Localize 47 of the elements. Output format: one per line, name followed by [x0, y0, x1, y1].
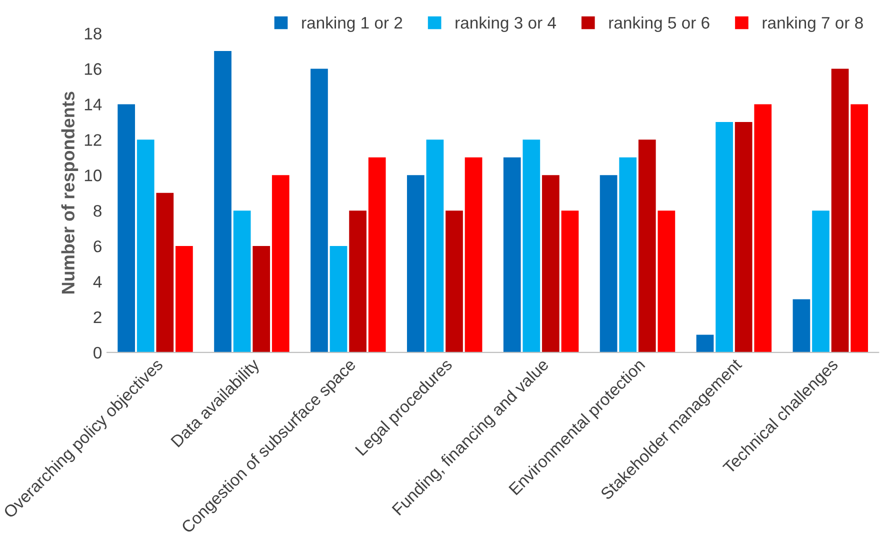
- y-tick-label: 2: [94, 311, 102, 324]
- bar: [716, 122, 733, 352]
- y-tick-label: 18: [84, 28, 102, 40]
- bar: [252, 246, 270, 352]
- bar: [330, 246, 348, 352]
- bar: [426, 140, 444, 352]
- bar: [792, 299, 810, 352]
- bar: [233, 210, 251, 352]
- bar: [272, 175, 290, 352]
- bar: [118, 104, 136, 352]
- y-tick-label: 0: [94, 346, 102, 359]
- y-tick-label: 10: [84, 170, 102, 182]
- legend-label: ranking 5 or 6: [609, 16, 710, 32]
- bar: [464, 157, 482, 352]
- bar: [368, 157, 386, 352]
- bar: [214, 51, 232, 352]
- y-tick-label: 16: [84, 63, 102, 75]
- bar: [561, 210, 579, 352]
- y-axis-title: Number of respondents: [61, 92, 78, 294]
- bar: [638, 140, 656, 352]
- legend-label: ranking 1 or 2: [302, 16, 402, 32]
- legend-label: ranking 3 or 4: [456, 16, 556, 32]
- bar: [696, 334, 714, 352]
- bar: [658, 210, 676, 352]
- bar: [310, 68, 328, 352]
- bar: [503, 157, 521, 352]
- bar: [349, 210, 366, 352]
- bar: [406, 175, 424, 352]
- bar: [156, 192, 174, 352]
- bar: [136, 140, 154, 352]
- bar: [176, 246, 193, 352]
- bar: [619, 157, 637, 352]
- bar: [542, 175, 560, 352]
- bar: [812, 210, 830, 352]
- y-tick-label: 8: [94, 204, 102, 217]
- bar: [734, 122, 752, 352]
- legend-label: ranking 7 or 8: [762, 16, 863, 32]
- y-tick-label: 14: [84, 98, 102, 110]
- bar: [754, 104, 772, 352]
- y-tick-label: 12: [84, 134, 102, 146]
- bar: [850, 104, 868, 352]
- bar: [831, 68, 849, 352]
- y-tick-label: 6: [94, 240, 102, 252]
- bar: [522, 140, 540, 352]
- y-tick-label: 4: [93, 276, 102, 288]
- bar: [446, 210, 463, 352]
- bar: [600, 175, 618, 352]
